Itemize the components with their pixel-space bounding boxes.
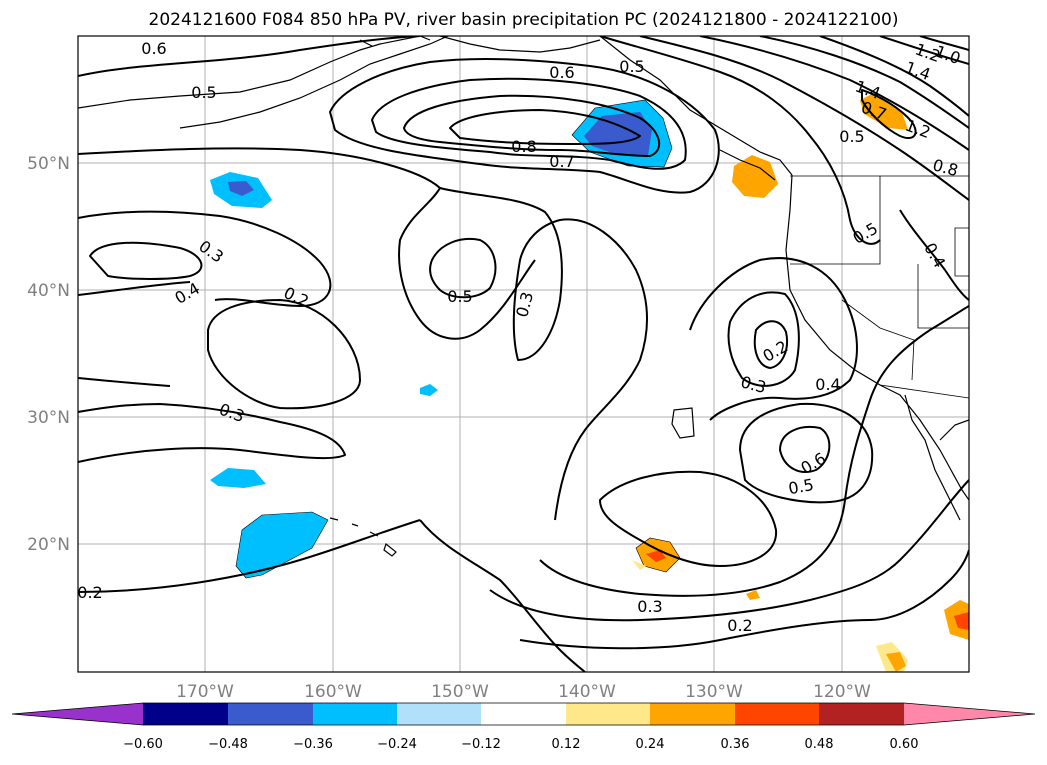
colorbar-tick-label: 0.24 <box>636 737 665 752</box>
colorbar-tick-label: −0.36 <box>293 737 333 752</box>
colorbar-tick-label: 0.12 <box>552 737 581 752</box>
colorbar-tick-label: 0.48 <box>805 737 834 752</box>
map-content: 0.6 0.5 0.6 0.5 0.8 0.7 1.0 1.2 1.4 1.4 … <box>77 36 969 672</box>
contour-label: 0.5 <box>619 57 644 76</box>
contour-label: 0.2 <box>77 583 102 602</box>
page-title: 2024121600 F084 850 hPa PV, river basin … <box>148 10 899 30</box>
contour-label: 0.3 <box>217 400 247 427</box>
colorbar-swatch <box>735 703 819 725</box>
colorbar: −0.60 −0.48 −0.36 −0.24 −0.12 0.12 0.24 … <box>11 702 1036 752</box>
contour-label: 0.5 <box>787 475 815 498</box>
contour-label: 0.2 <box>727 616 752 635</box>
lat-label: 50°N <box>27 154 70 174</box>
colorbar-tick-label: −0.24 <box>377 737 417 752</box>
contour-label: 0.6 <box>797 449 829 478</box>
colorbar-tick-label: 0.36 <box>721 737 750 752</box>
colorbar-swatch <box>397 703 481 725</box>
lon-label: 120°W <box>813 682 871 702</box>
lon-label: 140°W <box>558 682 616 702</box>
colorbar-tick-label: 0.60 <box>890 737 919 752</box>
lon-label: 160°W <box>304 682 362 702</box>
contour-label: 0.6 <box>141 39 166 58</box>
colorbar-swatch <box>650 703 735 725</box>
colorbar-tick-labels: −0.60 −0.48 −0.36 −0.24 −0.12 0.12 0.24 … <box>123 737 918 752</box>
colorbar-swatch <box>481 703 566 725</box>
colorbar-extend-high <box>904 703 1035 725</box>
colorbar-swatch <box>566 703 650 725</box>
pv-contours <box>78 36 969 672</box>
contour-label: 0.8 <box>931 155 961 180</box>
contour-label: 0.8 <box>511 137 536 156</box>
colorbar-tick-label: −0.12 <box>461 737 501 752</box>
contour-label: 0.5 <box>191 83 216 102</box>
map-frame <box>77 35 970 673</box>
contour-label: 0.3 <box>739 372 769 397</box>
colorbar-swatch <box>143 703 228 725</box>
contour-label: 0.3 <box>637 597 662 616</box>
precipitation-shading <box>210 94 969 672</box>
lon-label: 130°W <box>685 682 743 702</box>
latitude-labels: 50°N 40°N 30°N 20°N <box>27 154 70 555</box>
contour-label: 0.6 <box>549 63 574 82</box>
lat-label: 20°N <box>27 535 70 555</box>
lon-label: 170°W <box>176 682 234 702</box>
colorbar-tick-label: −0.60 <box>123 737 163 752</box>
longitude-labels: 170°W 160°W 150°W 140°W 130°W 120°W <box>176 682 871 702</box>
gridlines <box>78 36 969 672</box>
lon-label: 150°W <box>431 682 489 702</box>
contour-label: 0.5 <box>839 127 864 146</box>
coastlines <box>78 36 969 557</box>
contour-label: 0.4 <box>815 375 840 394</box>
contour-label: 0.7 <box>549 152 574 171</box>
political-borders <box>790 175 969 399</box>
contour-labels: 0.6 0.5 0.6 0.5 0.8 0.7 1.0 1.2 1.4 1.4 … <box>77 39 963 635</box>
colorbar-tick-label: −0.48 <box>208 737 248 752</box>
colorbar-swatch <box>819 703 904 725</box>
colorbar-swatch <box>313 703 397 725</box>
colorbar-swatch <box>228 703 313 725</box>
lat-label: 40°N <box>27 281 70 301</box>
colorbar-extend-low <box>12 703 143 725</box>
lat-label: 30°N <box>27 408 70 428</box>
contour-label: 0.5 <box>447 287 472 306</box>
